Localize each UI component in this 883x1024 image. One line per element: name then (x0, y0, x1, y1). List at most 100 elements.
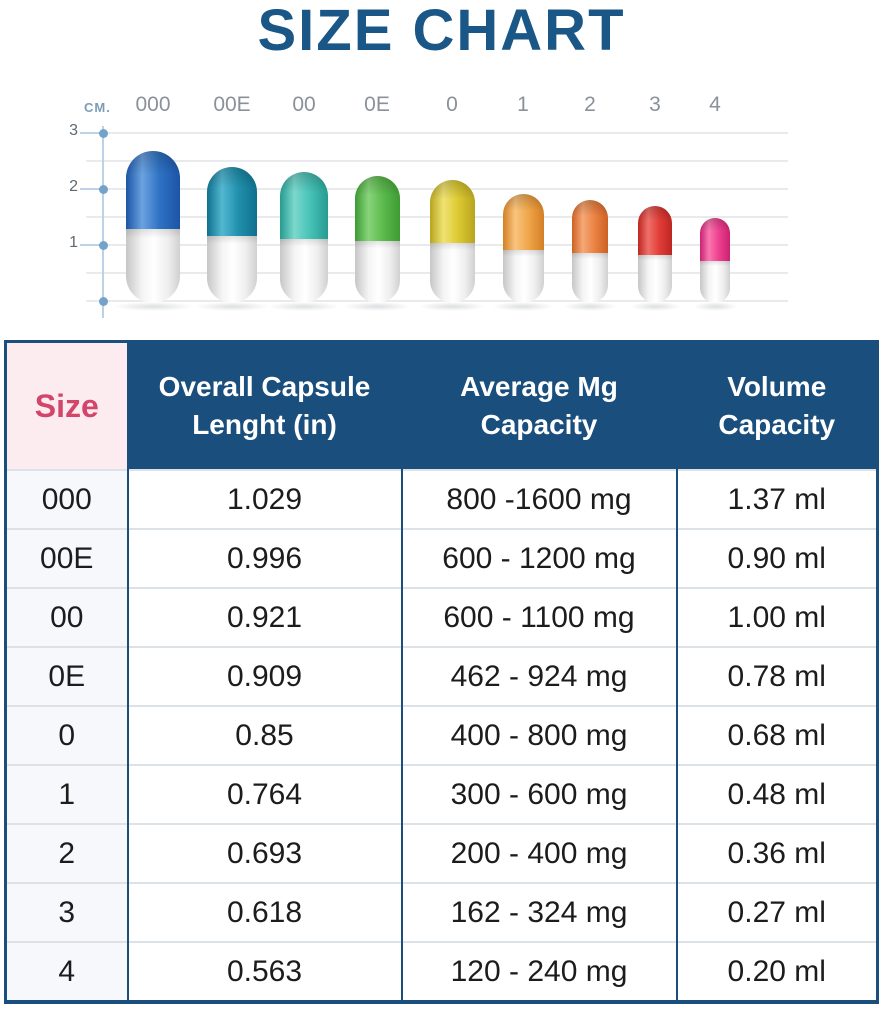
length-cell: 0.909 (127, 646, 403, 706)
size-cell: 0 (5, 705, 129, 765)
capsule-size-label: 0 (446, 93, 458, 116)
capsule-0-illustration (429, 180, 475, 303)
capsule-colored-cap (280, 172, 328, 239)
capsule-shadow (268, 302, 340, 311)
mg-capacity-cell: 120 - 240 mg (401, 941, 678, 1002)
page-title: SIZE CHART (257, 0, 626, 63)
capsule-white-body (429, 242, 475, 303)
size-cell: 3 (5, 882, 129, 942)
length-cell: 1.029 (127, 469, 403, 529)
size-cell: 00 (5, 587, 129, 647)
capsule-colored-cap (429, 180, 475, 243)
capsule-shadow (692, 302, 738, 311)
table-row: 1 0.764 300 - 600 mg 0.48 ml (5, 764, 878, 824)
volume-capacity-cell: 0.68 ml (676, 705, 878, 765)
axis-dot-icon (99, 297, 108, 306)
capsule-size-label: 00E (213, 93, 251, 116)
mg-capacity-cell: 300 - 600 mg (401, 764, 678, 824)
length-cell: 0.85 (127, 705, 403, 765)
table-row: 000 1.029 800 -1600 mg 1.37 ml (5, 469, 878, 529)
length-cell: 0.693 (127, 823, 403, 883)
capsule-white-body (354, 240, 400, 303)
capsule-2-illustration (572, 200, 608, 303)
y-tick-mark (80, 132, 100, 134)
capsule-colored-cap (354, 176, 400, 241)
size-cell: 00E (5, 528, 129, 588)
capsule-shadow (492, 302, 554, 311)
size-cell: 2 (5, 823, 129, 883)
length-cell: 0.996 (127, 528, 403, 588)
capsule-white-body (700, 261, 730, 303)
volume-capacity-cell: 0.20 ml (676, 941, 878, 1002)
axis-dot-icon (99, 241, 108, 250)
capsule-00-illustration (280, 172, 328, 303)
table-row: 3 0.618 162 - 324 mg 0.27 ml (5, 882, 878, 942)
y-tick-label: 1 (69, 234, 78, 251)
capsule-shadow (343, 302, 411, 311)
mg-capacity-cell: 200 - 400 mg (401, 823, 678, 883)
capsule-size-label: 4 (709, 93, 721, 116)
capsule-shadow (563, 302, 617, 311)
capsule-colored-cap (638, 206, 672, 256)
length-cell: 0.618 (127, 882, 403, 942)
volume-capacity-cell: 0.48 ml (676, 764, 878, 824)
capsule-size-label: 00 (292, 93, 316, 116)
mg-capacity-cell: 162 - 324 mg (401, 882, 678, 942)
capsule-colored-cap (126, 151, 180, 229)
gridline (86, 160, 788, 162)
length-cell: 0.764 (127, 764, 403, 824)
volume-capacity-cell: 0.27 ml (676, 882, 878, 942)
capsule-white-body (126, 228, 180, 303)
volume-capacity-cell: 0.36 ml (676, 823, 878, 883)
capsule-white-body (572, 252, 608, 303)
capsule-size-label: 0E (364, 93, 390, 116)
capsule-size-label: 000 (135, 93, 171, 116)
capsule-colored-cap (572, 200, 608, 253)
capsule-shadow (112, 302, 194, 311)
gridline (86, 300, 788, 302)
capsule-shadow (194, 302, 270, 311)
column-header-volume-capacity: Volume Capacity (675, 341, 878, 470)
table-row: 4 0.563 120 - 240 mg 0.20 ml (5, 941, 878, 1002)
size-cell: 000 (5, 469, 129, 529)
column-header-mg-capacity: Average Mg Capacity (400, 341, 678, 470)
y-axis-line (102, 126, 104, 318)
mg-capacity-cell: 462 - 924 mg (401, 646, 678, 706)
mg-capacity-cell: 800 -1600 mg (401, 469, 678, 529)
gridline (86, 132, 788, 134)
y-tick-mark (80, 188, 100, 190)
y-tick-mark (80, 244, 100, 246)
capsule-length-chart: CM. 3 2 1 000 00E 00 0E 0 1 2 3 4 (0, 0, 883, 335)
capsule-size-table: Size Overall Capsule Lenght (in) Average M… (4, 340, 879, 1004)
capsule-size-label: 1 (517, 93, 529, 116)
volume-capacity-cell: 0.90 ml (676, 528, 878, 588)
length-cell: 0.563 (127, 941, 403, 1002)
axis-dot-icon (99, 129, 108, 138)
y-tick-label: 3 (69, 122, 78, 139)
mg-capacity-cell: 400 - 800 mg (401, 705, 678, 765)
capsule-shadow (418, 302, 486, 311)
capsule-4-illustration (700, 218, 730, 303)
size-cell: 1 (5, 764, 129, 824)
table-row: 0 0.85 400 - 800 mg 0.68 ml (5, 705, 878, 765)
capsule-white-body (207, 236, 257, 303)
length-cell: 0.921 (127, 587, 403, 647)
capsule-colored-cap (207, 167, 257, 237)
table-row: 0E 0.909 462 - 924 mg 0.78 ml (5, 646, 878, 706)
capsule-colored-cap (700, 218, 730, 262)
column-header-length: Overall Capsule Lenght (in) (127, 341, 403, 470)
table-row: 00E 0.996 600 - 1200 mg 0.90 ml (5, 528, 878, 588)
column-header-size: Size (5, 341, 129, 470)
capsule-3-illustration (638, 206, 672, 303)
volume-capacity-cell: 0.78 ml (676, 646, 878, 706)
table-header-row: Size Overall Capsule Lenght (in) Average M… (5, 341, 878, 470)
capsule-00E-illustration (207, 167, 257, 303)
table-row: 00 0.921 600 - 1100 mg 1.00 ml (5, 587, 878, 647)
y-tick-label: 2 (69, 178, 78, 195)
axis-dot-icon (99, 185, 108, 194)
capsule-size-label: 2 (584, 93, 596, 116)
capsule-white-body (638, 255, 672, 303)
capsule-shadow (629, 302, 681, 311)
capsule-1-illustration (502, 194, 544, 303)
